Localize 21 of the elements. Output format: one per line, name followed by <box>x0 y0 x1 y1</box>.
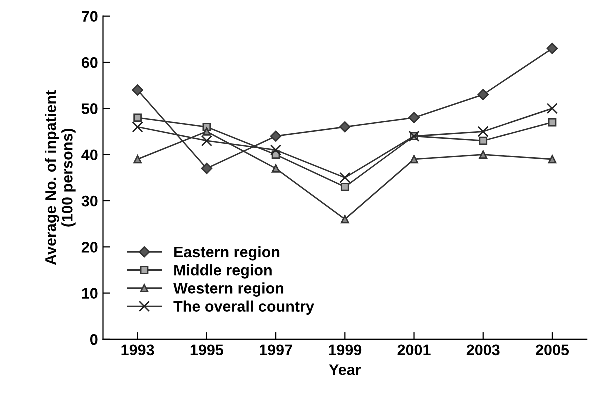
y-tick-label: 60 <box>82 57 98 68</box>
legend-label: Eastern region <box>174 246 280 261</box>
y-axis-title: Average No. of inpatient (100 persons) <box>45 90 76 266</box>
x-tick-label: 1993 <box>122 344 154 356</box>
y-tick-label: 30 <box>82 196 98 207</box>
x-tick-label: 1997 <box>260 344 292 356</box>
x-tick-label: 2005 <box>536 344 570 356</box>
x-axis-title: Year <box>329 364 362 376</box>
legend-label: Western region <box>174 282 284 297</box>
y-tick-label: 50 <box>82 104 98 114</box>
legend-label: Middle region <box>174 264 272 279</box>
x-tick-label: 1999 <box>329 344 362 356</box>
y-tick-label: 40 <box>82 150 98 161</box>
y-tick-label: 10 <box>82 288 98 299</box>
x-tick-label: 2001 <box>398 344 431 356</box>
y-tick-label: 20 <box>82 242 98 253</box>
x-tick-label: 1995 <box>190 344 224 356</box>
x-tick-label: 2003 <box>466 344 500 356</box>
y-tick-label: 70 <box>82 11 98 22</box>
y-tick-label: 0 <box>90 334 98 346</box>
legend-label: The overall country <box>174 300 314 316</box>
